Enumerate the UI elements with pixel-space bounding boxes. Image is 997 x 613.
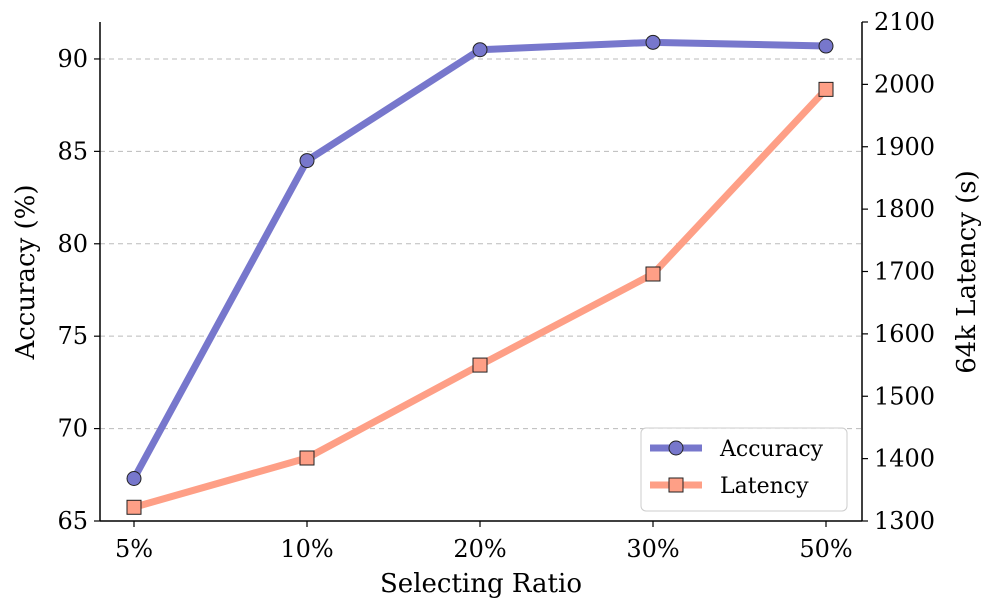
legend-label-accuracy: Accuracy [719,437,824,462]
legend-swatch-latency-marker [668,477,684,493]
data-point-latency [126,499,142,515]
x-tick-label: 10% [280,535,333,563]
y-left-tick-label: 65 [57,507,88,535]
x-tick-label: 5% [115,535,153,563]
y-right-tick-label: 1500 [874,382,935,410]
x-tick-label: 30% [626,535,679,563]
data-point-accuracy [299,153,315,169]
data-point-accuracy [645,34,661,50]
legend-label-latency: Latency [720,474,809,499]
data-point-latency [299,450,315,466]
y-right-tick-label: 1700 [874,258,935,286]
grid-layer [100,58,862,430]
series-layer [126,34,834,515]
y-left-tick-label: 75 [57,322,88,350]
y-right-tick-label: 1900 [874,133,935,161]
x-axis-label: Selecting Ratio [380,569,582,599]
y-right-tick-label: 1800 [874,195,935,223]
data-point-latency [818,81,834,97]
y-left-tick-label: 90 [57,45,88,73]
y-left-tick-label: 80 [57,230,88,258]
series-line-accuracy [130,38,830,482]
legend-swatch-accuracy-marker [668,440,684,456]
y-right-tick-label: 2100 [874,8,935,36]
legend: Accuracy Latency [640,427,848,512]
ticks-layer: 65 70 75 80 85 90 1300 1400 1500 1600 1700 1800 1900… [57,8,935,563]
y-right-tick-label: 2000 [874,70,935,98]
y-left-tick-label: 85 [57,137,88,165]
y-axis-label-left: Accuracy (%) [11,184,41,360]
data-point-accuracy [472,42,488,58]
data-point-accuracy [126,470,142,486]
y-left-tick-label: 70 [57,415,88,443]
data-point-latency [645,266,661,282]
data-point-accuracy [818,38,834,54]
data-point-latency [472,357,488,373]
y-axis-label-right: 64k Latency (s) [952,170,982,374]
y-right-tick-label: 1400 [874,445,935,473]
y-right-tick-label: 1600 [874,320,935,348]
y-right-tick-label: 1300 [874,507,935,535]
x-tick-label: 20% [453,535,506,563]
x-tick-label: 50% [799,535,852,563]
